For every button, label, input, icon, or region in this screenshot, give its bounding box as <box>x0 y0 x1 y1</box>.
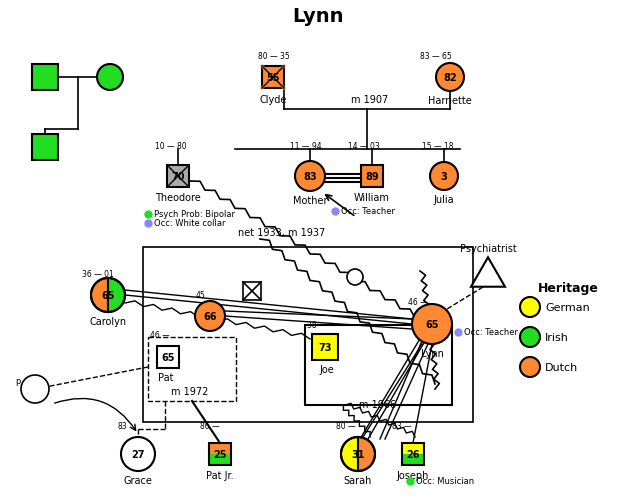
Circle shape <box>520 327 540 347</box>
Text: m 1972: m 1972 <box>171 386 209 396</box>
Bar <box>157 346 179 368</box>
Circle shape <box>412 305 452 344</box>
Text: 11 — 94: 11 — 94 <box>290 142 322 151</box>
Text: Lynn: Lynn <box>421 348 444 358</box>
Wedge shape <box>341 437 358 471</box>
Bar <box>143 247 473 422</box>
Text: 31: 31 <box>351 449 365 459</box>
Bar <box>402 454 424 465</box>
Circle shape <box>121 437 155 471</box>
Bar <box>361 166 383 188</box>
Text: 14 — 03: 14 — 03 <box>348 142 380 151</box>
Text: 10 — 80: 10 — 80 <box>155 142 186 151</box>
Text: m 1966: m 1966 <box>359 399 397 409</box>
Text: Dutch: Dutch <box>545 362 578 372</box>
Text: 83: 83 <box>303 172 317 182</box>
Text: 73: 73 <box>318 342 332 352</box>
Text: Joe: Joe <box>320 364 334 374</box>
Bar <box>312 334 338 360</box>
Text: Clyde: Clyde <box>259 95 287 105</box>
Text: 89: 89 <box>365 172 379 182</box>
Text: Carolyn: Carolyn <box>89 316 127 326</box>
Text: Psych Prob: Bipolar: Psych Prob: Bipolar <box>154 210 235 219</box>
Text: 83 —: 83 — <box>392 421 412 430</box>
Bar <box>305 325 452 405</box>
Text: 15 — 18: 15 — 18 <box>422 142 453 151</box>
Wedge shape <box>108 279 125 313</box>
Text: Mother: Mother <box>293 195 327 205</box>
Circle shape <box>21 375 49 403</box>
Bar <box>148 337 236 401</box>
Text: Occ: Teacher: Occ: Teacher <box>341 207 395 216</box>
Circle shape <box>97 65 123 91</box>
Circle shape <box>520 298 540 317</box>
Bar <box>262 67 284 89</box>
Text: Joseph: Joseph <box>397 470 429 480</box>
Bar <box>243 283 261 301</box>
Bar <box>402 443 424 465</box>
Text: 46 —: 46 — <box>150 330 170 339</box>
Text: Pat: Pat <box>158 372 174 382</box>
Text: net 1933, m 1937: net 1933, m 1937 <box>238 227 325 237</box>
Circle shape <box>436 64 464 92</box>
Text: Irish: Irish <box>545 332 569 342</box>
Text: Occ: White collar: Occ: White collar <box>154 219 226 228</box>
Text: William: William <box>354 192 390 202</box>
Text: 65: 65 <box>425 319 439 329</box>
Text: Lynn: Lynn <box>293 7 344 26</box>
Text: Theodore: Theodore <box>155 192 201 202</box>
Text: Occ: Teacher: Occ: Teacher <box>464 328 518 337</box>
Circle shape <box>295 162 325 191</box>
Bar <box>209 454 231 465</box>
Text: 82: 82 <box>443 73 457 83</box>
Text: Harriette: Harriette <box>428 96 472 106</box>
Text: Grace: Grace <box>123 475 152 485</box>
Text: German: German <box>545 303 590 313</box>
Text: 36 — 01: 36 — 01 <box>82 270 114 279</box>
Text: 55: 55 <box>266 73 280 83</box>
Text: 45: 45 <box>196 291 206 300</box>
Text: 46 —: 46 — <box>408 298 428 307</box>
Text: Heritage: Heritage <box>538 282 599 295</box>
Bar <box>209 443 231 454</box>
Text: p: p <box>15 377 21 386</box>
Circle shape <box>520 357 540 377</box>
Bar <box>32 65 58 91</box>
Text: Psychiatrist: Psychiatrist <box>460 243 516 254</box>
Bar <box>167 166 189 188</box>
Text: 3: 3 <box>440 172 448 182</box>
Bar <box>402 443 424 454</box>
Text: 66: 66 <box>203 312 217 321</box>
Text: 38 —: 38 — <box>307 320 327 329</box>
Circle shape <box>195 302 225 331</box>
Text: 80 — 35: 80 — 35 <box>258 52 290 61</box>
Text: Sarah: Sarah <box>344 475 372 485</box>
Wedge shape <box>91 279 108 313</box>
Wedge shape <box>358 437 375 471</box>
Text: 27: 27 <box>131 449 145 459</box>
Text: Occ: Musician: Occ: Musician <box>416 476 474 485</box>
Text: 25: 25 <box>213 449 227 459</box>
Text: 83 — 65: 83 — 65 <box>420 52 452 61</box>
Text: 80 —: 80 — <box>336 421 356 430</box>
Text: Julia: Julia <box>433 194 455 204</box>
Text: Pat Jr.: Pat Jr. <box>206 470 234 480</box>
Text: 86 —: 86 — <box>200 421 220 430</box>
Text: 70: 70 <box>171 172 185 182</box>
Bar <box>209 443 231 465</box>
Circle shape <box>347 270 363 286</box>
Text: 83: 83 <box>118 421 127 430</box>
Polygon shape <box>471 258 505 287</box>
Bar <box>32 135 58 161</box>
Text: 65: 65 <box>101 291 114 301</box>
Text: m 1907: m 1907 <box>351 95 388 105</box>
Text: 26: 26 <box>406 449 420 459</box>
Text: 65: 65 <box>161 352 175 362</box>
Circle shape <box>430 163 458 190</box>
